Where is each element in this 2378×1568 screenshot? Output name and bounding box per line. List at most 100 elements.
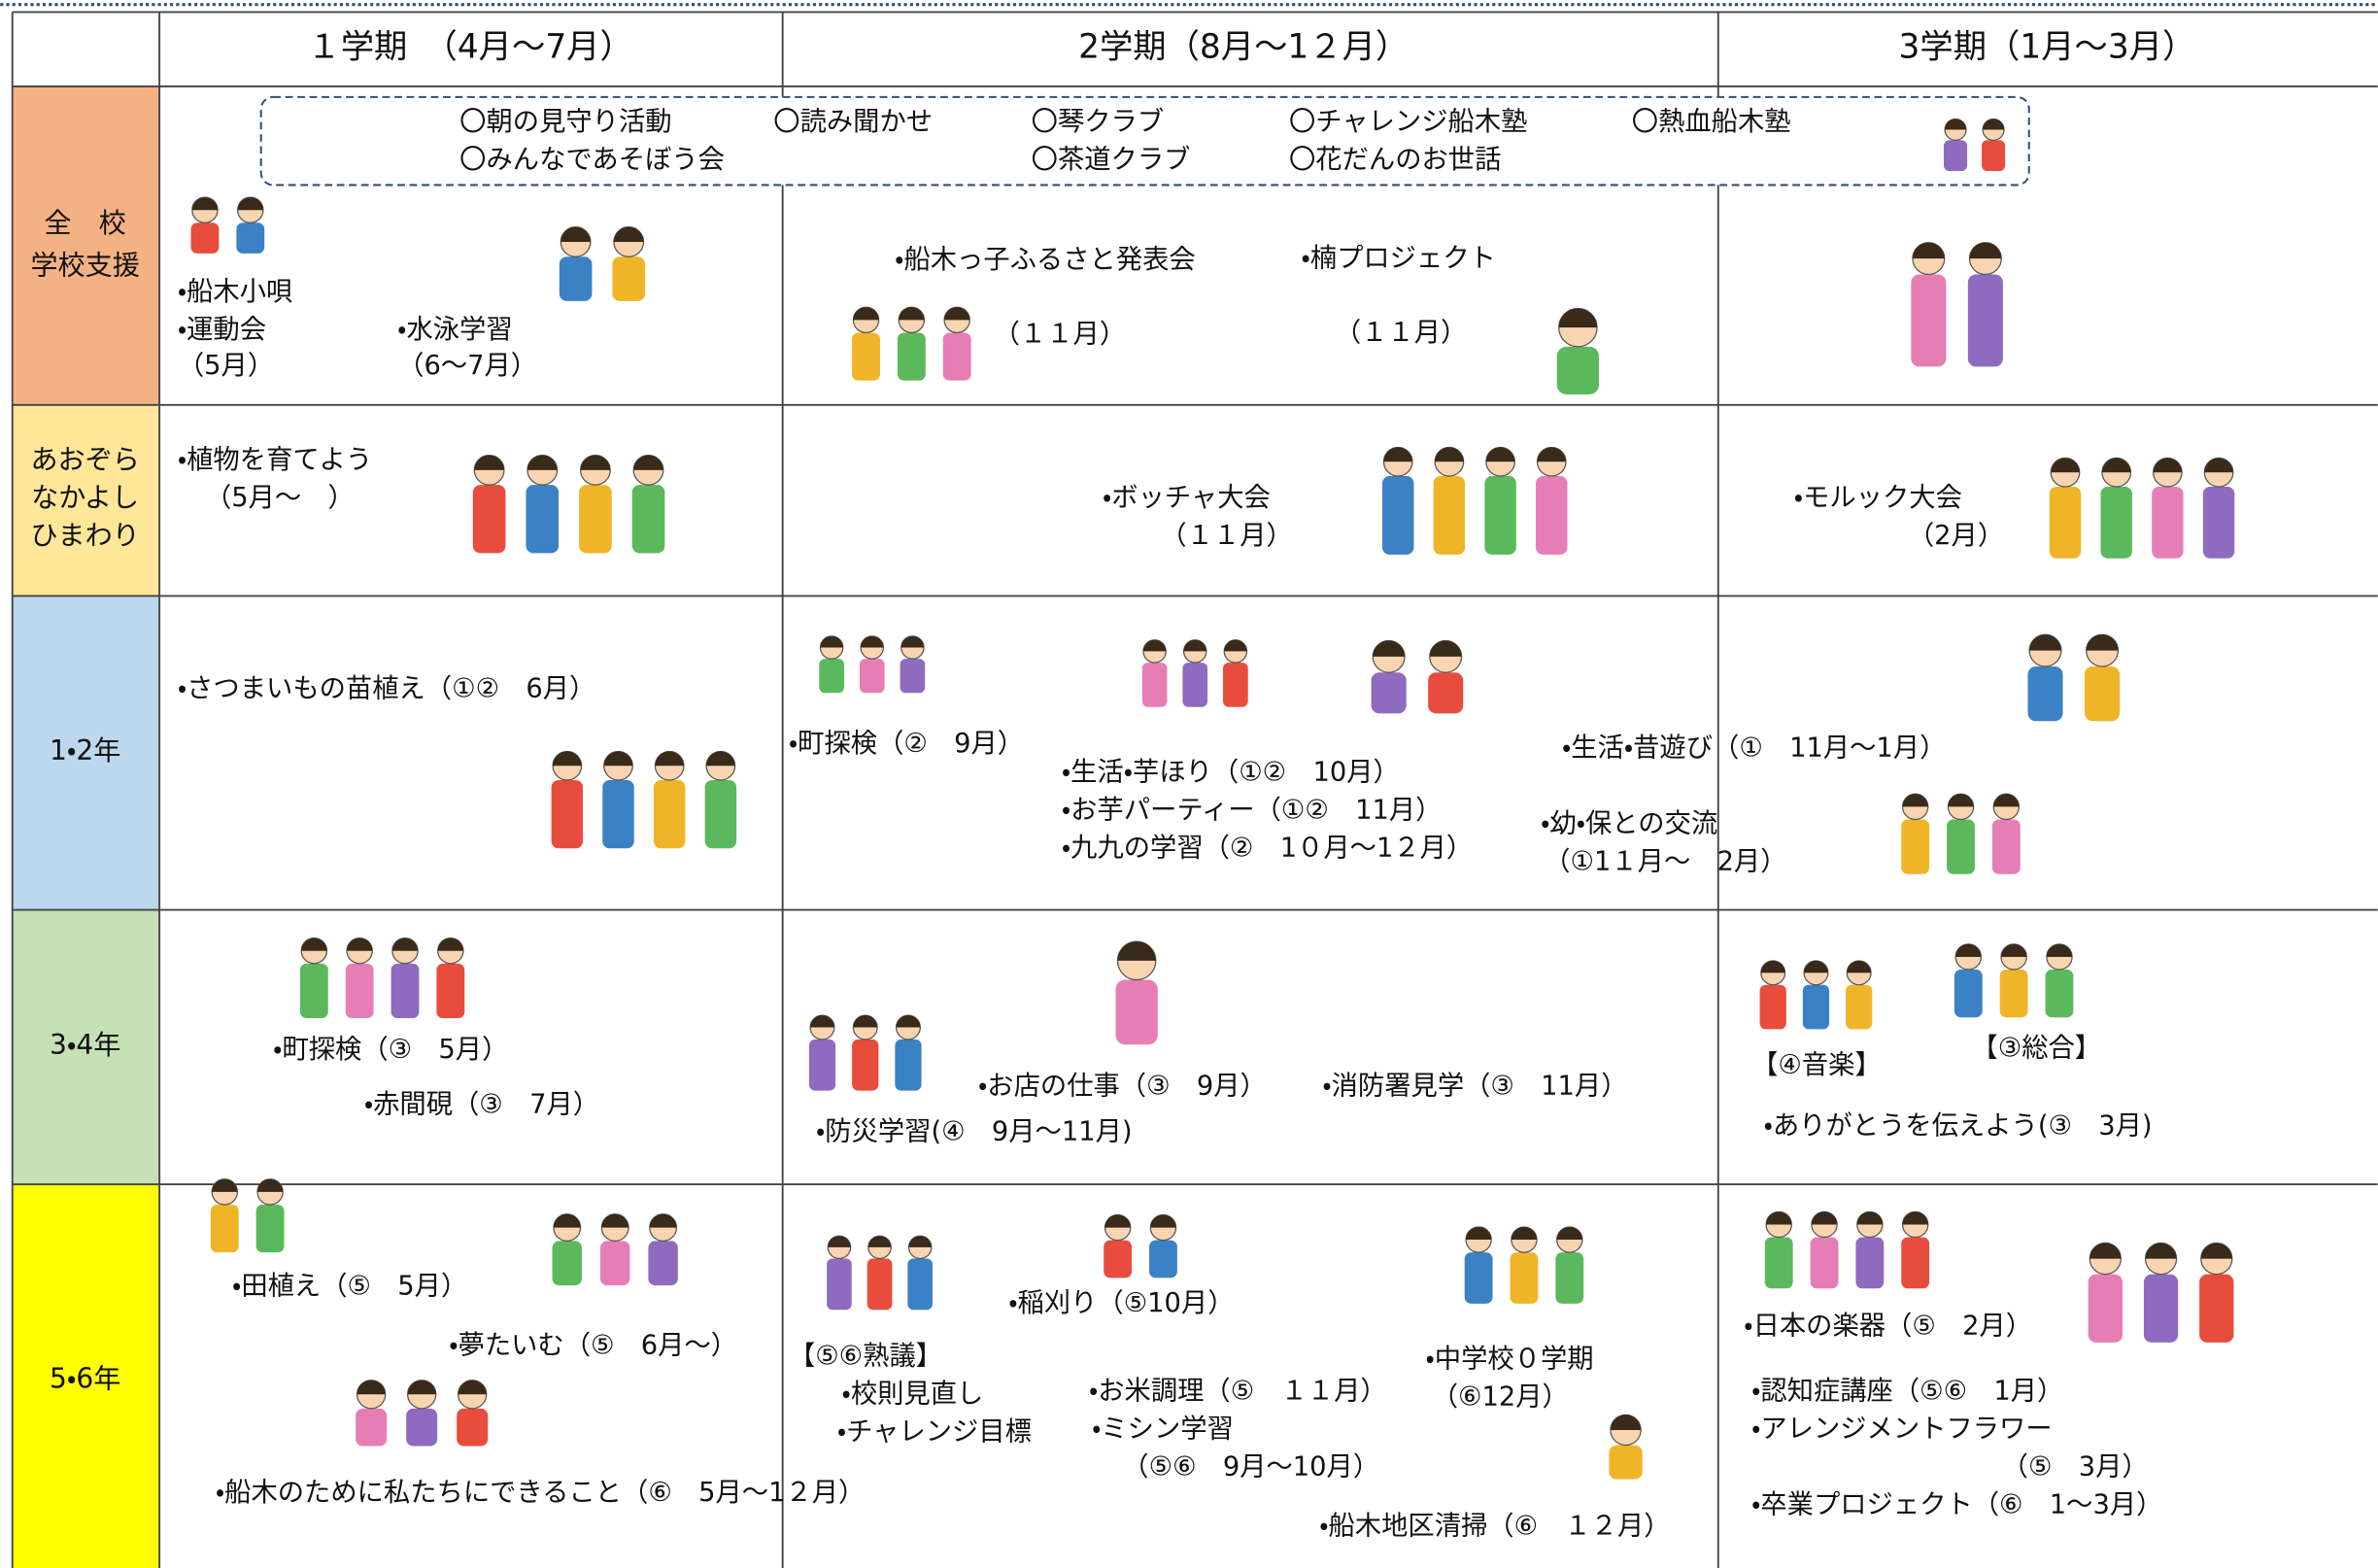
activity-item: ・赤間硯（③ 7月） [364, 1089, 599, 1119]
figure-body [1371, 672, 1407, 714]
activity-item: （１１月） [1335, 318, 1467, 348]
figure-hair [1902, 1211, 1928, 1225]
activity-item: ・水泳学習 [397, 315, 512, 345]
support-item: 〇花だんのお世話 [1289, 145, 1501, 175]
figure-hair [867, 1236, 892, 1247]
row-label: 5・6年 [50, 1362, 120, 1394]
row-label-bg [12, 909, 160, 1185]
figure-hair [1383, 447, 1412, 462]
row-label: 学校支援 [30, 250, 139, 282]
activity-item: ・楠プロジェクト [1302, 243, 1496, 273]
support-item: 〇茶道クラブ [1032, 145, 1191, 175]
figure-hair [1117, 941, 1156, 961]
activity-item: ・お芋パーティー（①② 11月） [1062, 796, 1443, 826]
figure-body [1510, 1252, 1539, 1304]
activity-item: ・日本の楽器（⑤ 2月） [1744, 1311, 2032, 1341]
figure-body [1381, 476, 1414, 555]
figure-body [1223, 663, 1248, 707]
figure-body [1182, 663, 1208, 707]
activity-item: ・中学校０学期 [1426, 1345, 1594, 1375]
figure-body [1991, 819, 2021, 874]
support-item: 〇琴クラブ [1032, 107, 1164, 137]
figure-hair [896, 1015, 921, 1028]
figure-body [552, 1241, 582, 1286]
figure-hair [1993, 794, 2020, 807]
figure-body [2049, 486, 2082, 559]
figure-body [236, 222, 265, 254]
activity-item: （①1１月～ 2月） [1544, 847, 1786, 877]
figure-hair [1983, 119, 2004, 130]
activity-item: ・町探検（③ 5月） [273, 1035, 508, 1065]
figure-body [436, 963, 465, 1019]
figure-body [1901, 819, 1930, 874]
figure-hair [601, 1213, 629, 1228]
illustration [2049, 457, 2235, 559]
illustration [2088, 1242, 2234, 1343]
figure-body [1428, 672, 1464, 714]
figure-hair [1537, 447, 1567, 462]
activity-item: （2月） [1908, 521, 2004, 551]
figure-body [356, 1408, 388, 1447]
illustration [852, 306, 971, 381]
support-item: 〇みんなであそぼう会 [459, 145, 725, 175]
activity-item: （⑤ 3月） [2002, 1451, 2149, 1482]
column-header: 3学期（1月～3月） [1899, 27, 2196, 66]
row-label: 3・4年 [50, 1029, 120, 1061]
illustration [356, 1380, 489, 1447]
illustration [1141, 639, 1248, 707]
illustration [1381, 446, 1568, 555]
figure-hair [474, 455, 504, 470]
activity-item: （⑥12月） [1432, 1382, 1569, 1413]
figure-body [2085, 666, 2121, 722]
figure-body [1982, 140, 2006, 171]
figure-body [1944, 140, 1968, 171]
activity-item: ・ミシン学習 [1092, 1414, 1234, 1444]
figure-hair [2089, 1243, 2122, 1259]
activity-item: ・町探検（② 9月） [789, 729, 1024, 759]
figure-hair [2153, 458, 2183, 473]
row-label: ひまわり [30, 520, 139, 552]
figure-body [1855, 1237, 1885, 1289]
figure-hair [706, 751, 735, 767]
figure-hair [1373, 640, 1406, 657]
figure-body [827, 1258, 852, 1311]
figure-body [1846, 984, 1873, 1030]
figure-body [866, 1258, 893, 1311]
activity-item: 【⑤⑥熟議】 [789, 1342, 942, 1372]
figure-body [210, 1205, 239, 1253]
figure-hair [853, 1015, 878, 1028]
row-label: 全 校 [45, 207, 126, 239]
figure-body [551, 780, 584, 849]
figure-body [406, 1408, 438, 1447]
figure-body [907, 1258, 934, 1311]
row-label-bg [12, 1184, 160, 1568]
figure-body [1911, 274, 1947, 367]
illustration [1901, 793, 2021, 874]
illustration [299, 937, 465, 1019]
figure-body [2152, 486, 2184, 559]
illustration [819, 635, 926, 694]
activity-item: ・ボッチャ大会 [1103, 483, 1271, 513]
figure-body [1999, 970, 2028, 1018]
illustration [1609, 1414, 1643, 1480]
figure-body [559, 256, 593, 301]
figure-hair [633, 455, 663, 470]
figure-hair [1104, 1214, 1131, 1228]
illustration [827, 1235, 934, 1311]
figure-body [1901, 1237, 1930, 1289]
figure-hair [613, 226, 644, 242]
activity-item: 【④音楽】 [1751, 1050, 1882, 1080]
figure-hair [1760, 960, 1785, 973]
figure-hair [2046, 943, 2073, 957]
illustration [1764, 1210, 1930, 1289]
figure-body [852, 1039, 879, 1091]
figure-body [1536, 476, 1568, 555]
figure-hair [900, 635, 925, 648]
figure-hair [810, 1015, 834, 1028]
activity-item: ・稲刈り（⑤10月） [1008, 1288, 1234, 1318]
figure-hair [391, 937, 419, 951]
figure-hair [1969, 242, 2002, 259]
figure-hair [649, 1213, 677, 1228]
figure-body [1759, 984, 1786, 1030]
figure-hair [1847, 960, 1872, 973]
